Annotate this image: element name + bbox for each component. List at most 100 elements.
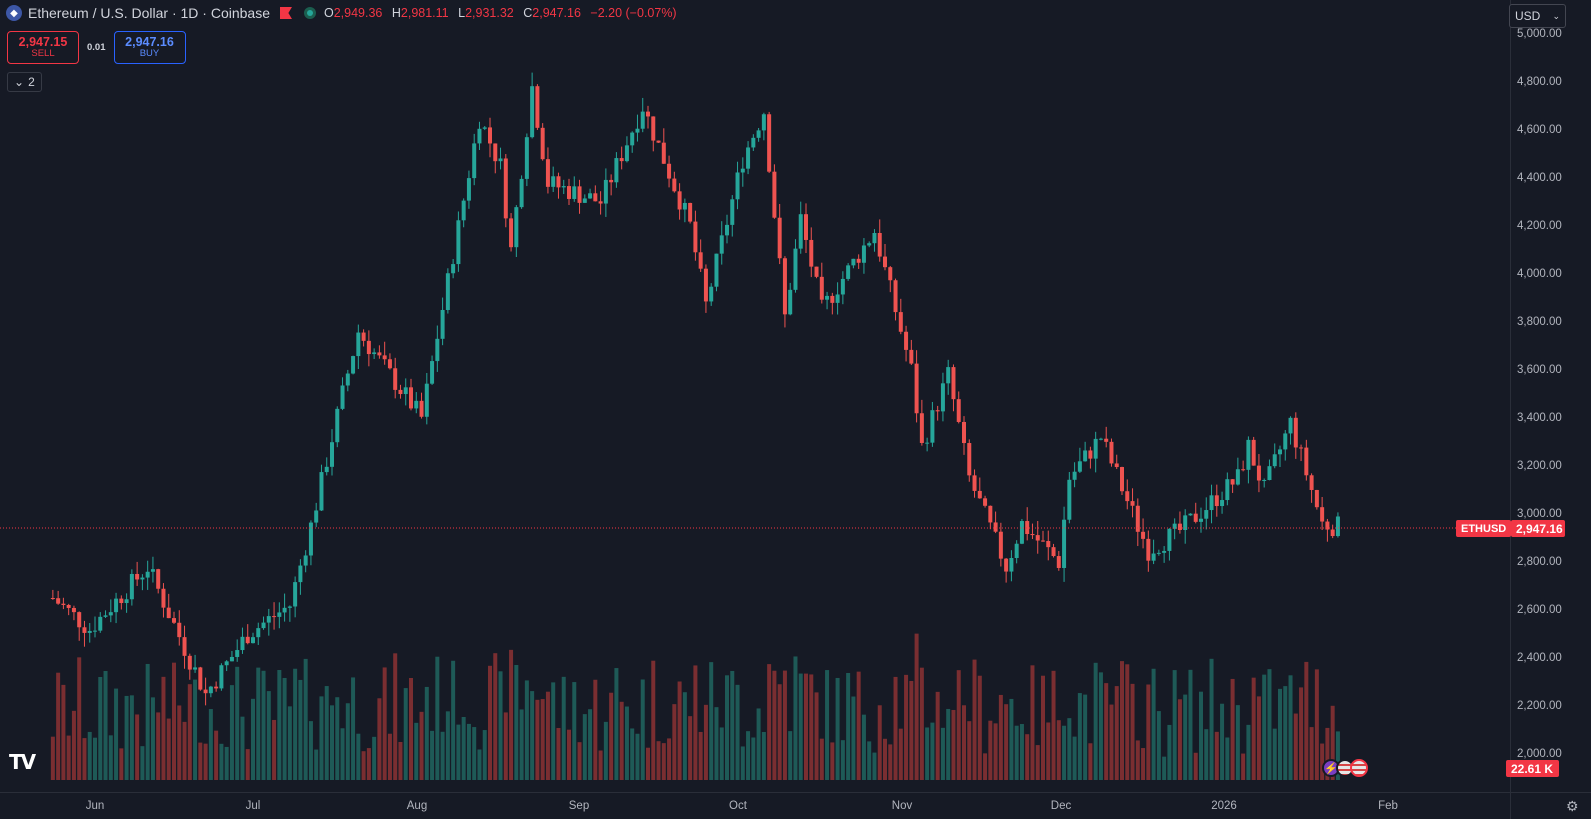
candle-body [161,588,166,608]
volume-bar [561,676,566,780]
price-axis-label: 3,400.00 [1517,412,1562,424]
volume-bar [477,749,482,780]
candle-body [324,466,329,473]
candle-body [925,442,930,444]
candle-body [672,178,677,192]
candle-body [214,686,219,689]
candle-body [1335,516,1340,537]
volume-bar [319,696,324,780]
candle-body [461,200,466,221]
open-key: O [323,6,334,20]
candle-body [409,387,413,409]
volume-bar [977,675,982,780]
volume-bar [435,656,440,780]
candle-body [119,598,124,604]
candle-body [688,202,693,222]
candle-body [730,199,735,225]
us-flag-icon[interactable] [1350,759,1368,777]
indicators-count: 2 [28,75,35,89]
volume-bar [624,706,629,780]
candle-body [435,338,440,362]
volume-bar [1135,740,1140,780]
candle-body [1135,505,1140,532]
candle-body [319,472,324,511]
candle-body [261,622,266,629]
high-value: 2,981.11 [400,6,449,20]
candle-body [266,616,271,623]
volume-bar [198,742,203,780]
candle-body [71,607,76,613]
price-chart-canvas[interactable] [0,0,1510,792]
candle-body [193,667,198,670]
candle-body [709,286,714,302]
candle-body [98,616,103,631]
volume-bar [161,676,166,780]
candle-body [951,367,956,400]
volume-bar [261,670,266,780]
volume-bar [582,714,587,780]
candle-body [1220,500,1225,507]
symbol-title[interactable]: Ethereum / U.S. Dollar · 1D · Coinbase [28,5,270,21]
volume-bar [1009,698,1014,780]
volume-bar [82,738,87,780]
volume-bar [988,720,993,780]
symbol-legend: ◆ Ethereum / U.S. Dollar · 1D · Coinbase… [6,5,683,21]
volume-bar [609,692,614,780]
volume-bar [424,686,429,780]
gear-icon[interactable]: ⚙ [1566,798,1579,814]
tradingview-logo[interactable]: TV [9,750,36,774]
volume-bar [203,743,208,780]
axis-settings-corner[interactable]: ⚙ [1510,792,1591,819]
volume-bar [366,748,371,780]
volume-bar [1246,724,1251,780]
volume-bar [345,703,350,780]
currency-select[interactable]: USD ⌄ [1509,4,1566,28]
candle-body [82,627,87,633]
volume-bar [214,730,219,780]
candle-body [314,510,319,523]
candle-body [830,295,835,303]
chevron-down-icon: ⌄ [1552,10,1560,21]
candle-body [719,235,724,254]
volume-bar [1130,683,1135,780]
volume-bar [409,677,413,780]
buy-button[interactable]: 2,947.16 BUY [113,31,186,64]
candle-body [1051,547,1056,557]
volume-bar [293,668,298,780]
volume-bar [835,677,840,780]
volume-bar [962,705,966,780]
candle-body [335,408,340,443]
candle-body [561,186,566,188]
volume-bar [340,728,345,780]
candle-body [424,383,429,417]
candle-body [177,622,182,638]
price-axis[interactable]: 5,000.00 4,800.00 4,600.00 4,400.00 4,200.00… [1510,0,1591,792]
candle-body [303,555,308,566]
candle-body [877,233,882,257]
volume-bar [56,672,61,780]
candle-body [819,276,824,300]
volume-bar [1204,729,1209,780]
volume-bar [124,695,129,780]
close-key: C [523,6,533,20]
volume-bar [567,729,571,780]
time-axis[interactable]: Jun Jul Aug Sep Oct Nov Dec 2026 Feb [0,792,1510,819]
volume-bar [877,705,882,780]
indicators-collapse-button[interactable]: ⌄ 2 [7,72,42,92]
price-axis-label: 2,200.00 [1517,700,1562,712]
flag-icon[interactable] [279,7,292,19]
market-status-icon[interactable] [303,7,316,19]
volume-bar [993,723,998,780]
volume-bar [229,685,234,780]
candle-body [1183,515,1188,531]
volume-bar [472,727,477,780]
sell-button[interactable]: 2,947.15 SELL [7,31,79,64]
volume-bar [1104,683,1109,780]
volume-bar [335,697,340,780]
volume-bar [1335,731,1340,780]
volume-bar [1151,668,1156,780]
volume-bar [772,670,777,780]
candle-body [956,399,961,422]
volume-bar [1141,748,1146,780]
volume-bar [672,704,677,780]
